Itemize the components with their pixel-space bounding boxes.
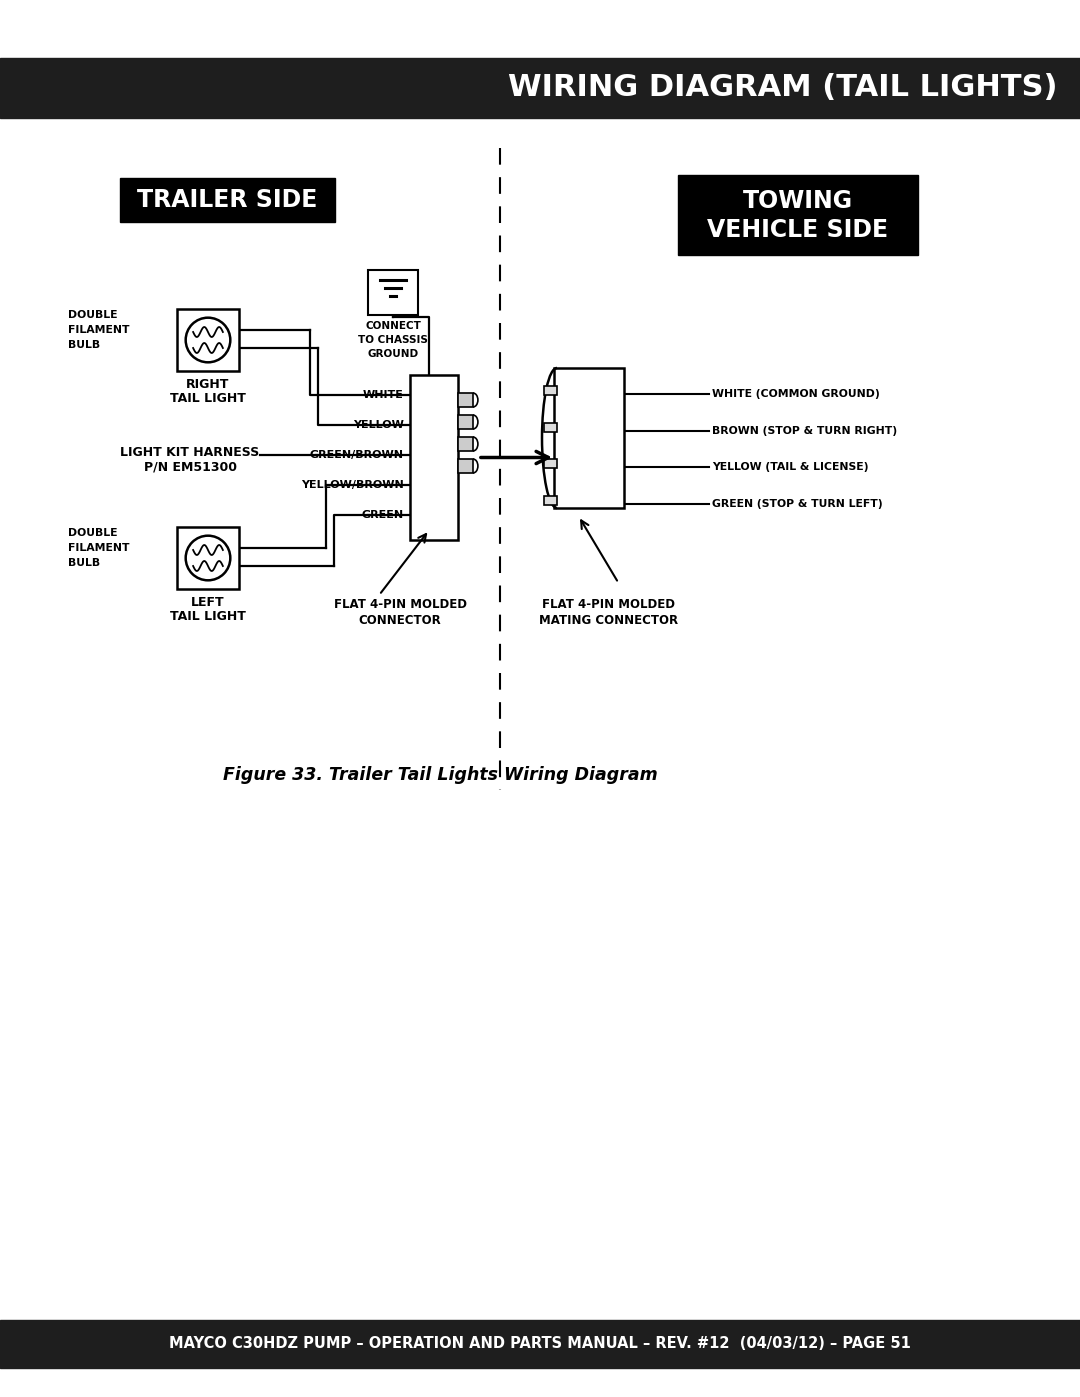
Text: YELLOW/BROWN: YELLOW/BROWN [301,481,404,490]
Text: GREEN/BROWN: GREEN/BROWN [310,450,404,460]
Bar [458,393,473,407]
Bar [544,386,557,395]
Text: WHITE (COMMON GROUND): WHITE (COMMON GROUND) [712,388,880,400]
Text: Figure 33. Trailer Tail Lights Wiring Diagram: Figure 33. Trailer Tail Lights Wiring Di… [222,766,658,784]
Bar [554,367,624,509]
Bar [458,460,473,474]
Text: CONNECT: CONNECT [365,321,421,331]
Text: LIGHT KIT HARNESS: LIGHT KIT HARNESS [120,446,259,458]
Bar [177,309,239,372]
Text: MAYCO C30HDZ PUMP – OPERATION AND PARTS MANUAL – REV. #12  (04/03/12) – PAGE 51: MAYCO C30HDZ PUMP – OPERATION AND PARTS … [170,1337,910,1351]
Text: VEHICLE SIDE: VEHICLE SIDE [707,218,889,242]
Bar [410,374,458,541]
Text: TRAILER SIDE: TRAILER SIDE [137,189,318,212]
Bar [458,415,473,429]
Bar [544,496,557,504]
Bar [544,423,557,432]
Bar [120,177,335,222]
Bar [458,437,473,451]
Text: GREEN: GREEN [362,510,404,520]
Text: CONNECTOR: CONNECTOR [359,615,442,627]
Bar [177,527,239,590]
Circle shape [186,317,230,362]
Text: TAIL LIGHT: TAIL LIGHT [170,610,246,623]
Text: WIRING DIAGRAM (TAIL LIGHTS): WIRING DIAGRAM (TAIL LIGHTS) [509,74,1058,102]
Text: BULB: BULB [68,557,100,569]
Text: TAIL LIGHT: TAIL LIGHT [170,393,246,405]
Bar [544,460,557,468]
Text: BROWN (STOP & TURN RIGHT): BROWN (STOP & TURN RIGHT) [712,426,897,436]
Text: BULB: BULB [68,339,100,351]
Text: FLAT 4-PIN MOLDED: FLAT 4-PIN MOLDED [334,598,467,610]
Circle shape [186,535,230,580]
Text: TO CHASSIS: TO CHASSIS [359,335,428,345]
Text: GREEN (STOP & TURN LEFT): GREEN (STOP & TURN LEFT) [712,499,882,509]
Bar [0,59,1080,117]
Text: FILAMENT: FILAMENT [68,543,130,553]
Text: LEFT: LEFT [191,597,225,609]
Bar [0,1320,1080,1368]
Text: FLAT 4-PIN MOLDED: FLAT 4-PIN MOLDED [542,598,675,610]
Text: WHITE: WHITE [363,390,404,400]
Text: P/N EM51300: P/N EM51300 [144,461,237,474]
Text: YELLOW (TAIL & LICENSE): YELLOW (TAIL & LICENSE) [712,462,868,472]
Text: MATING CONNECTOR: MATING CONNECTOR [539,615,678,627]
Text: TOWING: TOWING [743,189,853,212]
Text: YELLOW: YELLOW [353,420,404,430]
Bar [368,270,418,314]
Text: DOUBLE: DOUBLE [68,528,118,538]
Text: GROUND: GROUND [367,349,419,359]
Text: DOUBLE: DOUBLE [68,310,118,320]
Text: RIGHT: RIGHT [187,379,230,391]
Text: FILAMENT: FILAMENT [68,326,130,335]
Bar [678,175,918,256]
